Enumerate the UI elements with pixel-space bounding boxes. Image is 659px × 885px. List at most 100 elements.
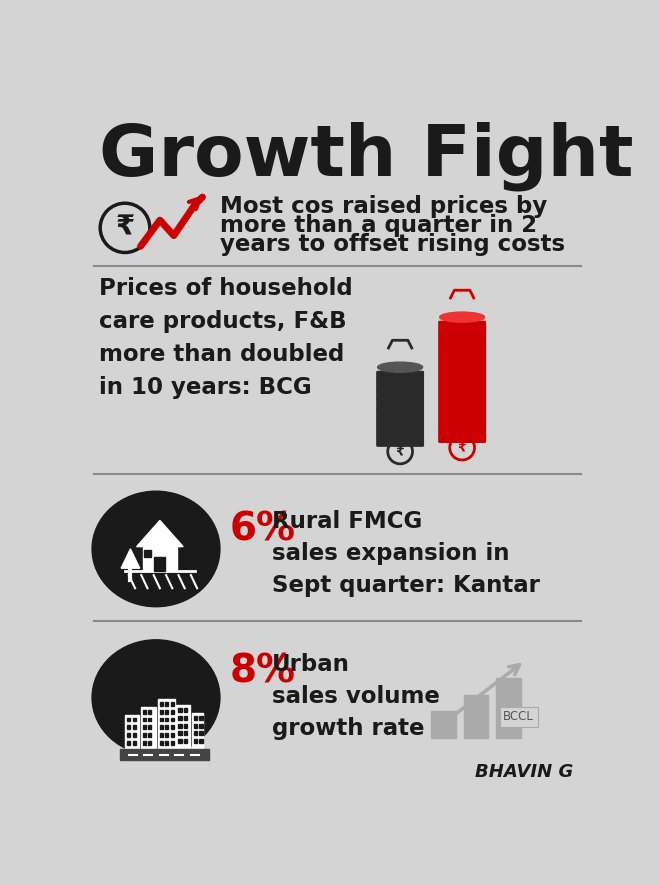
Bar	[143, 710, 146, 713]
FancyBboxPatch shape	[377, 381, 423, 390]
FancyBboxPatch shape	[439, 350, 486, 359]
Bar	[179, 731, 182, 735]
Bar	[160, 733, 163, 737]
Bar	[171, 733, 174, 737]
Text: Most cos raised prices by: Most cos raised prices by	[220, 195, 548, 218]
Bar	[171, 718, 174, 721]
Text: Urban
sales volume
growth rate: Urban sales volume growth rate	[272, 653, 440, 740]
Polygon shape	[136, 520, 183, 547]
Bar	[143, 718, 146, 721]
Bar	[194, 716, 197, 720]
FancyBboxPatch shape	[439, 358, 486, 368]
FancyBboxPatch shape	[377, 427, 423, 437]
Bar	[119, 749, 209, 760]
Bar	[165, 726, 169, 729]
Bar	[165, 733, 169, 737]
FancyBboxPatch shape	[439, 367, 486, 378]
Bar	[464, 696, 488, 737]
Bar	[143, 741, 146, 744]
Bar	[132, 718, 136, 721]
FancyBboxPatch shape	[439, 423, 486, 433]
Bar	[179, 724, 182, 727]
Bar	[143, 733, 146, 737]
Bar	[143, 547, 177, 572]
Bar	[148, 741, 152, 744]
Text: Prices of household
care products, F&B
more than doubled
in 10 years: BCG: Prices of household care products, F&B m…	[100, 277, 353, 399]
Text: BHAVIN G: BHAVIN G	[476, 763, 574, 781]
Bar	[165, 741, 169, 744]
Text: Growth Fight: Growth Fight	[100, 121, 634, 191]
Bar	[171, 726, 174, 729]
Bar	[144, 550, 152, 558]
FancyBboxPatch shape	[439, 340, 486, 350]
FancyBboxPatch shape	[439, 396, 486, 405]
FancyBboxPatch shape	[377, 408, 423, 419]
Bar	[194, 739, 197, 743]
FancyBboxPatch shape	[377, 418, 423, 427]
Text: more than a quarter in 2: more than a quarter in 2	[220, 214, 538, 237]
FancyBboxPatch shape	[439, 331, 486, 341]
Text: ₹: ₹	[458, 442, 467, 454]
Bar	[179, 708, 182, 712]
Bar	[148, 710, 152, 713]
Bar	[160, 702, 163, 706]
FancyBboxPatch shape	[439, 414, 486, 424]
Ellipse shape	[92, 491, 220, 607]
FancyBboxPatch shape	[377, 390, 423, 400]
Bar	[160, 741, 163, 744]
Text: Rural FMCG
sales expansion in
Sept quarter: Kantar: Rural FMCG sales expansion in Sept quart…	[272, 511, 540, 597]
Bar	[127, 726, 130, 729]
Bar	[132, 733, 136, 737]
Bar	[496, 678, 521, 737]
Bar	[127, 733, 130, 737]
Bar	[171, 702, 174, 706]
Bar	[132, 741, 136, 744]
Bar	[160, 710, 163, 713]
Bar	[171, 710, 174, 713]
Text: 6%: 6%	[229, 511, 296, 549]
Bar	[200, 731, 202, 735]
Bar	[148, 733, 152, 737]
Bar	[154, 557, 165, 572]
FancyBboxPatch shape	[439, 432, 486, 442]
Bar	[127, 718, 130, 721]
FancyBboxPatch shape	[377, 399, 423, 409]
Bar	[200, 716, 202, 720]
Bar	[125, 714, 139, 749]
FancyBboxPatch shape	[439, 321, 486, 331]
Bar	[194, 724, 197, 727]
Bar	[192, 713, 203, 749]
Bar	[160, 726, 163, 729]
Bar	[165, 718, 169, 721]
Bar	[165, 702, 169, 706]
FancyBboxPatch shape	[377, 372, 423, 381]
Bar	[194, 731, 197, 735]
Bar	[143, 726, 146, 729]
Bar	[127, 741, 130, 744]
Bar	[171, 741, 174, 744]
Bar	[158, 699, 175, 749]
Bar	[184, 708, 187, 712]
Polygon shape	[121, 549, 140, 568]
FancyBboxPatch shape	[439, 404, 486, 414]
Text: years to offset rising costs: years to offset rising costs	[220, 234, 565, 257]
Bar	[160, 718, 163, 721]
Bar	[148, 726, 152, 729]
Bar	[179, 739, 182, 743]
Ellipse shape	[440, 312, 484, 322]
Bar	[431, 711, 456, 737]
Bar	[200, 724, 202, 727]
Bar	[184, 716, 187, 720]
Bar	[184, 731, 187, 735]
Ellipse shape	[378, 362, 422, 373]
Bar	[179, 716, 182, 720]
Bar	[200, 739, 202, 743]
Bar	[165, 710, 169, 713]
Text: ₹: ₹	[396, 445, 405, 458]
Bar	[140, 707, 156, 749]
FancyBboxPatch shape	[439, 377, 486, 387]
Text: BCCL: BCCL	[503, 711, 534, 723]
Bar	[184, 724, 187, 727]
Bar	[176, 705, 190, 749]
FancyBboxPatch shape	[439, 386, 486, 396]
